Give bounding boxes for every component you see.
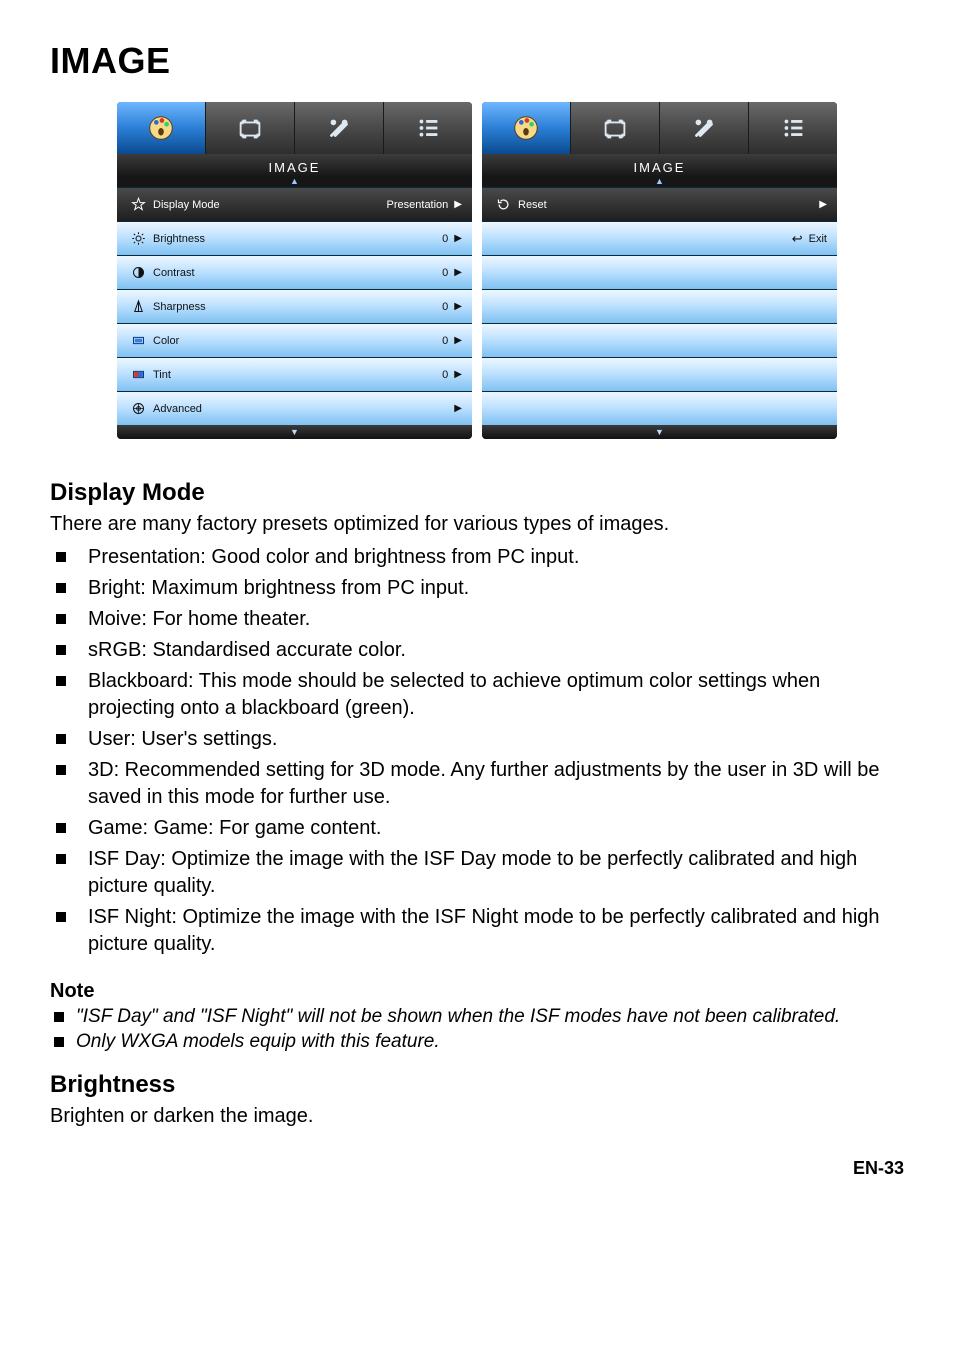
list-item: sRGB: Standardised accurate color.: [50, 637, 904, 664]
star-icon: [127, 197, 149, 212]
osd-panel-right: IMAGE ▲ Reset ▶ ↩ Exit ▼: [482, 102, 837, 439]
exit-label: Exit: [809, 233, 827, 245]
menu-label: Reset: [514, 199, 819, 211]
chevron-right-icon: ▶: [819, 199, 827, 210]
list-item: Only WXGA models equip with this feature…: [50, 1030, 904, 1053]
note-heading: Note: [50, 980, 904, 1003]
osd-title: IMAGE: [117, 154, 472, 177]
menu-item-sharpness[interactable]: Sharpness 0 ▶: [117, 289, 472, 323]
scroll-down-icon: ▼: [482, 425, 837, 439]
heading-display-mode: Display Mode: [50, 479, 904, 507]
list-item: 3D: Recommended setting for 3D mode. Any…: [50, 757, 904, 811]
tab-options-icon[interactable]: [384, 102, 472, 154]
note-list: "ISF Day" and "ISF Night" will not be sh…: [50, 1005, 904, 1053]
chevron-right-icon: ▶: [454, 369, 462, 380]
menu-item-empty: [482, 255, 837, 289]
tab-image-icon[interactable]: [482, 102, 571, 154]
page-title: IMAGE: [50, 40, 904, 82]
menu-label: Display Mode: [149, 199, 387, 211]
list-item: Game: Game: For game content.: [50, 815, 904, 842]
scroll-up-icon: ▲: [482, 177, 837, 187]
tab-display-icon[interactable]: [206, 102, 295, 154]
tab-display-icon[interactable]: [571, 102, 660, 154]
menu-value: 0: [442, 233, 454, 245]
menu-item-brightness[interactable]: Brightness 0 ▶: [117, 221, 472, 255]
menu-label: Contrast: [149, 267, 442, 279]
chevron-right-icon: ▶: [454, 233, 462, 244]
tab-setup-icon[interactable]: [660, 102, 749, 154]
osd-tab-bar: [482, 102, 837, 154]
chevron-right-icon: ▶: [454, 199, 462, 210]
menu-label: Advanced: [149, 403, 448, 415]
list-item: Moive: For home theater.: [50, 606, 904, 633]
menu-list: Display Mode Presentation ▶ Brightness 0…: [117, 187, 472, 425]
tab-setup-icon[interactable]: [295, 102, 384, 154]
display-mode-intro: There are many factory presets optimized…: [50, 511, 904, 538]
menu-value: Presentation: [387, 199, 455, 211]
menu-value: 0: [442, 301, 454, 313]
list-item: User: User's settings.: [50, 726, 904, 753]
menu-item-empty: [482, 289, 837, 323]
menu-item-advanced[interactable]: Advanced ▶: [117, 391, 472, 425]
list-item: Blackboard: This mode should be selected…: [50, 668, 904, 722]
sun-icon: [127, 231, 149, 246]
exit-icon: ↩: [792, 231, 803, 247]
brightness-text: Brighten or darken the image.: [50, 1103, 904, 1130]
menu-item-reset[interactable]: Reset ▶: [482, 187, 837, 221]
menu-label: Sharpness: [149, 301, 442, 313]
display-mode-list: Presentation: Good color and brightness …: [50, 544, 904, 958]
chevron-right-icon: ▶: [454, 335, 462, 346]
contrast-icon: [127, 265, 149, 280]
reset-icon: [492, 197, 514, 212]
list-item: Bright: Maximum brightness from PC input…: [50, 575, 904, 602]
menu-value: 0: [442, 369, 454, 381]
menu-item-display-mode[interactable]: Display Mode Presentation ▶: [117, 187, 472, 221]
chevron-right-icon: ▶: [454, 403, 462, 414]
tint-icon: [127, 367, 149, 382]
scroll-down-icon: ▼: [117, 425, 472, 439]
menu-item-empty: [482, 323, 837, 357]
osd-screenshot-row: IMAGE ▲ Display Mode Presentation ▶ Brig…: [50, 102, 904, 439]
tab-image-icon[interactable]: [117, 102, 206, 154]
advanced-icon: [127, 401, 149, 416]
osd-panel-left: IMAGE ▲ Display Mode Presentation ▶ Brig…: [117, 102, 472, 439]
list-item: "ISF Day" and "ISF Night" will not be sh…: [50, 1005, 904, 1028]
page-number: EN-33: [50, 1158, 904, 1179]
color-icon: [127, 333, 149, 348]
menu-value: 0: [442, 267, 454, 279]
list-item: ISF Night: Optimize the image with the I…: [50, 904, 904, 958]
list-item: Presentation: Good color and brightness …: [50, 544, 904, 571]
menu-item-contrast[interactable]: Contrast 0 ▶: [117, 255, 472, 289]
chevron-right-icon: ▶: [454, 301, 462, 312]
tab-options-icon[interactable]: [749, 102, 837, 154]
menu-item-exit[interactable]: ↩ Exit: [482, 221, 837, 255]
menu-value: 0: [442, 335, 454, 347]
menu-label: Color: [149, 335, 442, 347]
menu-item-empty: [482, 391, 837, 425]
osd-title: IMAGE: [482, 154, 837, 177]
list-item: ISF Day: Optimize the image with the ISF…: [50, 846, 904, 900]
chevron-right-icon: ▶: [454, 267, 462, 278]
menu-list: Reset ▶ ↩ Exit: [482, 187, 837, 425]
scroll-up-icon: ▲: [117, 177, 472, 187]
menu-label: Brightness: [149, 233, 442, 245]
sharpness-icon: [127, 299, 149, 314]
menu-label: Tint: [149, 369, 442, 381]
osd-tab-bar: [117, 102, 472, 154]
heading-brightness: Brightness: [50, 1071, 904, 1099]
menu-item-color[interactable]: Color 0 ▶: [117, 323, 472, 357]
menu-item-tint[interactable]: Tint 0 ▶: [117, 357, 472, 391]
menu-item-empty: [482, 357, 837, 391]
